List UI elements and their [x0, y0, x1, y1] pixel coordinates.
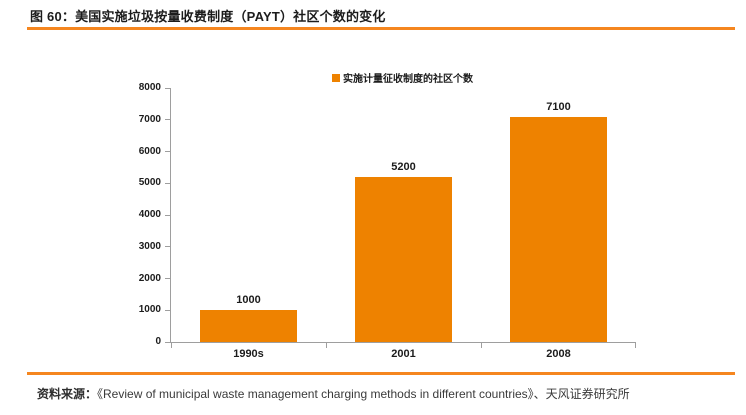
y-axis-tick-label: 5000: [138, 177, 161, 189]
legend-label: 实施计量征收制度的社区个数: [343, 74, 473, 85]
y-axis-tick-label: 6000: [138, 145, 161, 157]
y-axis-tick-label: 1000: [138, 304, 161, 316]
bar-chart-plot-area: 0 1000 2000 3000 4000 5000 6000 7000 8000 1000 199…: [139, 82, 636, 360]
footer-divider-line: [27, 372, 735, 375]
y-axis-tick-label: 7000: [138, 113, 161, 125]
bar-2001: [355, 177, 452, 342]
y-axis-tick-label: 8000: [138, 82, 161, 93]
y-axis-tick: [165, 309, 170, 311]
x-axis-category-label: 2008: [546, 348, 571, 360]
x-axis-tick: [326, 343, 327, 348]
x-axis-tick: [481, 343, 482, 348]
y-axis-tick: [165, 151, 170, 152]
source-text: 《Review of municipal waste management ch…: [97, 387, 630, 401]
y-axis-tick: [165, 182, 170, 184]
title-divider-line: [27, 27, 735, 30]
bar-2008: [510, 117, 607, 342]
source-label: 资料来源：: [37, 387, 98, 401]
x-axis-category-label: 1990s: [233, 348, 264, 360]
y-axis-tick: [165, 119, 170, 121]
y-axis-tick: [165, 246, 170, 248]
y-axis-tick: [165, 214, 170, 216]
bar-1990s: [200, 310, 297, 342]
y-axis-tick-label: 0: [155, 336, 161, 347]
y-axis-tick-label: 3000: [138, 240, 161, 252]
figure-title: 图 60：美国实施垃圾按量收费制度（PAYT）社区个数的变化: [30, 9, 386, 24]
y-axis-tick-label: 2000: [138, 272, 161, 284]
bar-value-label: 7100: [546, 101, 571, 113]
y-axis-tick: [165, 341, 170, 343]
x-axis-tick: [635, 343, 636, 348]
bar-value-label: 1000: [236, 294, 261, 306]
bar-value-label: 5200: [391, 161, 416, 173]
x-axis-tick: [171, 343, 172, 348]
chart-legend: 实施计量征收制度的社区个数: [170, 70, 635, 85]
source-note: 资料来源：《Review of municipal waste manageme…: [37, 385, 630, 402]
y-axis-tick-label: 4000: [138, 209, 161, 220]
legend-swatch-icon: [332, 73, 340, 82]
y-axis-tick: [165, 87, 170, 89]
x-axis-category-label: 2001: [391, 348, 416, 360]
y-axis-tick: [165, 278, 170, 279]
